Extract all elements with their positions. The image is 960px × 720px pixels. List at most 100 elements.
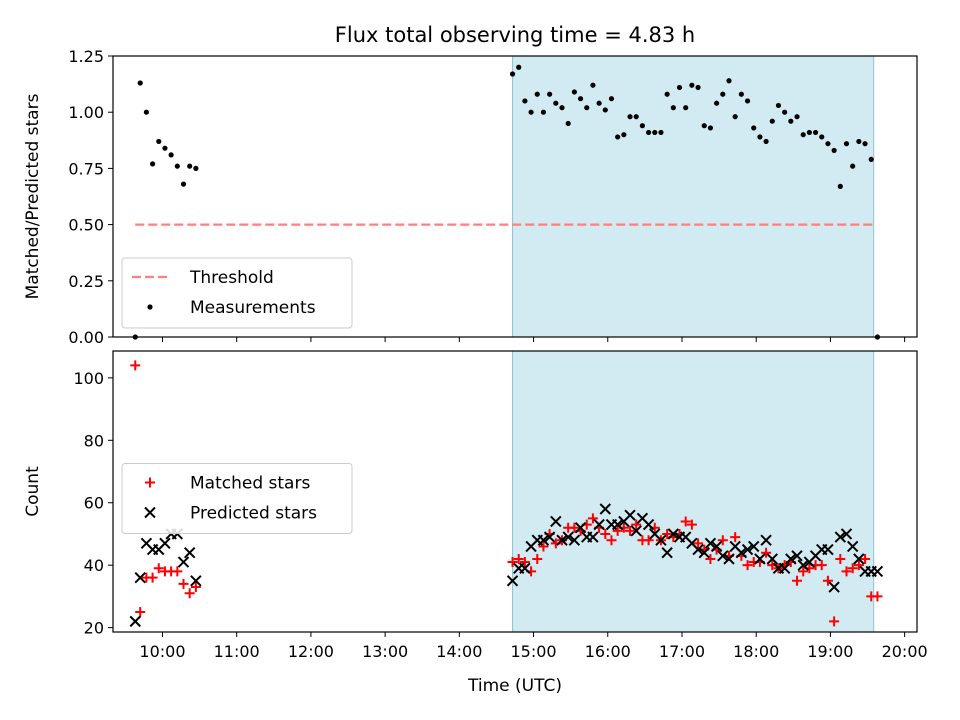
data-point — [547, 91, 553, 97]
data-point — [180, 181, 187, 187]
data-point — [667, 528, 680, 540]
data-point — [763, 138, 769, 145]
data-point — [565, 120, 571, 127]
data-point — [519, 557, 530, 568]
x-tick-label: 14:00 — [436, 642, 482, 661]
data-point — [633, 114, 639, 120]
data-point — [624, 509, 636, 521]
chart-title: Flux total observing time = 4.83 h — [335, 23, 695, 47]
data-point — [608, 96, 615, 102]
data-point — [134, 571, 146, 584]
data-point — [593, 518, 605, 531]
data-point — [513, 553, 524, 564]
data-point — [705, 553, 716, 564]
data-point — [701, 123, 707, 129]
data-point — [840, 528, 853, 540]
x-tick-label: 20:00 — [882, 642, 928, 661]
x-tick-label: 19:00 — [807, 642, 853, 661]
data-point — [744, 98, 751, 104]
data-point — [720, 91, 726, 97]
y-tick-label: 80 — [84, 431, 104, 450]
data-point — [841, 566, 852, 577]
data-point — [540, 109, 547, 115]
x-tick-label: 15:00 — [510, 642, 556, 661]
data-point — [587, 513, 598, 524]
data-point — [819, 134, 825, 140]
data-point — [792, 575, 803, 586]
data-point — [751, 125, 757, 131]
data-point — [825, 141, 831, 147]
data-point — [612, 525, 623, 536]
x-tick-label: 16:00 — [585, 642, 631, 661]
data-point — [812, 129, 819, 136]
data-point — [847, 563, 858, 574]
data-point — [611, 518, 624, 531]
data-point — [800, 132, 806, 138]
data-point — [778, 562, 791, 575]
y-tick-label: 1.00 — [68, 103, 104, 122]
shaded-span — [512, 55, 875, 338]
data-point — [577, 96, 584, 102]
data-point — [871, 565, 884, 578]
data-point — [658, 129, 664, 136]
data-point — [149, 161, 156, 167]
data-point — [135, 607, 146, 618]
y-tick-label: 0.25 — [68, 272, 104, 291]
data-point — [516, 64, 522, 70]
data-point — [655, 534, 667, 546]
data-point — [797, 559, 809, 571]
data-point — [785, 553, 797, 565]
data-point — [631, 519, 642, 530]
data-point — [137, 80, 143, 86]
data-point — [816, 560, 827, 571]
data-point — [147, 572, 158, 583]
y-tick-label: 1.25 — [68, 47, 104, 66]
data-point — [862, 141, 868, 147]
data-point — [183, 546, 196, 559]
legend: Threshold Measurements — [121, 257, 353, 329]
data-point — [806, 129, 812, 136]
x-tick-label: 13:00 — [362, 642, 408, 661]
data-point — [843, 141, 850, 147]
legend-swatch — [144, 506, 156, 519]
data-point — [187, 163, 193, 169]
data-point — [717, 550, 729, 562]
data-point — [822, 543, 834, 556]
data-point — [519, 562, 531, 575]
data-point — [676, 84, 683, 91]
data-point — [693, 538, 704, 549]
data-point — [159, 537, 171, 550]
data-point — [732, 114, 738, 120]
data-point — [782, 109, 788, 115]
data-point — [741, 543, 754, 556]
data-point — [506, 575, 519, 587]
data-point — [788, 118, 794, 124]
data-point — [794, 114, 800, 120]
data-point — [822, 575, 833, 586]
data-point — [522, 98, 528, 104]
x-axis-label: Time (UTC) — [467, 676, 562, 696]
data-point — [748, 540, 760, 553]
legend-label: Matched stars — [190, 474, 310, 494]
chart-panels: 0.00 0.25 0.50 0.75 1.00 1.25 Matched/Predicte… — [23, 47, 928, 661]
data-point — [602, 107, 608, 113]
data-point — [738, 91, 744, 97]
data-point — [553, 100, 559, 106]
data-point — [760, 534, 772, 546]
data-point — [562, 531, 574, 543]
data-point — [834, 531, 847, 543]
data-point — [184, 588, 195, 599]
y-tick-label: 0.50 — [68, 216, 104, 235]
x-tick-label: 10:00 — [139, 642, 185, 661]
data-point — [680, 516, 691, 527]
data-point — [538, 541, 549, 552]
x-tick-label: 17:00 — [659, 642, 705, 661]
data-point — [698, 546, 710, 559]
data-point — [860, 553, 871, 564]
data-point — [664, 91, 670, 97]
data-point — [868, 156, 874, 163]
data-point — [853, 560, 864, 571]
data-point — [726, 78, 732, 84]
y-tick-label: 100 — [73, 369, 104, 388]
panel-ratio: 0.00 0.25 0.50 0.75 1.00 1.25 Matched/Predicte… — [23, 47, 918, 347]
